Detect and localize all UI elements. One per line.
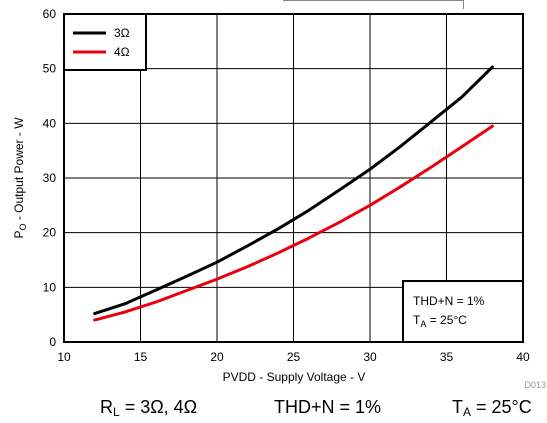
- legend-box: [63, 13, 147, 71]
- plot-frame: [63, 13, 524, 343]
- caption-temp-sub: A: [463, 405, 472, 419]
- legend-label-4ohm: 4Ω: [114, 45, 130, 59]
- y-tick-label: 40: [43, 116, 57, 130]
- y-tick-label: 10: [43, 280, 57, 294]
- annotation-ta-main: T: [413, 313, 421, 327]
- caption-load-sub: L: [113, 405, 120, 419]
- y-tick-label: 20: [43, 226, 57, 240]
- x-tick-label: 20: [210, 350, 224, 364]
- y-axis-label: PO - Output Power - W: [12, 117, 28, 239]
- top-border-tick: [463, 0, 464, 9]
- annotation-thd: THD+N = 1%: [413, 294, 485, 308]
- annotation-box: THD+N = 1% TA = 25°C: [402, 280, 524, 343]
- caption-temp-main: T: [452, 397, 463, 417]
- x-tick-label: 10: [57, 350, 71, 364]
- annotation-frame: [402, 280, 524, 343]
- annotation-ta: TA = 25°C: [413, 313, 467, 329]
- caption-load-rest: = 3Ω, 4Ω: [119, 397, 198, 417]
- series-layer: [93, 65, 494, 322]
- y-axis-label-main: P: [12, 231, 26, 239]
- x-tick-label: 40: [516, 350, 530, 364]
- y-axis-label-sub: O: [18, 224, 28, 231]
- y-tick-label: 60: [43, 7, 57, 21]
- y-tick-label: 50: [43, 62, 57, 76]
- series-line-3ohm: [93, 65, 494, 316]
- y-tick-label: 30: [43, 171, 57, 185]
- x-tick-labels: 10 15 20 25 30 35 40: [57, 350, 530, 364]
- x-tick-label: 15: [134, 350, 148, 364]
- x-tick-label: 25: [287, 350, 301, 364]
- x-tick-label: 30: [363, 350, 377, 364]
- top-border-line: [283, 0, 463, 3]
- caption-load-main: R: [100, 397, 113, 417]
- legend: 3Ω 4Ω: [63, 13, 147, 71]
- annotation-ta-sub: A: [420, 319, 426, 329]
- figure-id: D013: [524, 380, 546, 390]
- legend-label-3ohm: 3Ω: [114, 26, 130, 40]
- caption-temp-rest: = 25°C: [471, 397, 532, 417]
- x-tick-label: 35: [440, 350, 454, 364]
- series-line-4ohm: [93, 124, 494, 322]
- annotation-ta-rest: = 25°C: [426, 313, 467, 327]
- y-tick-labels: 0 10 20 30 40 50 60: [43, 7, 57, 349]
- caption-thd: THD+N = 1%: [274, 397, 382, 417]
- y-axis-label-rest: - Output Power - W: [12, 117, 26, 224]
- caption-temp: TA = 25°C: [452, 397, 532, 419]
- caption-load: RL = 3Ω, 4Ω: [100, 397, 197, 419]
- y-tick-label: 0: [49, 335, 56, 349]
- x-axis-label: PVDD - Supply Voltage - V: [223, 370, 366, 384]
